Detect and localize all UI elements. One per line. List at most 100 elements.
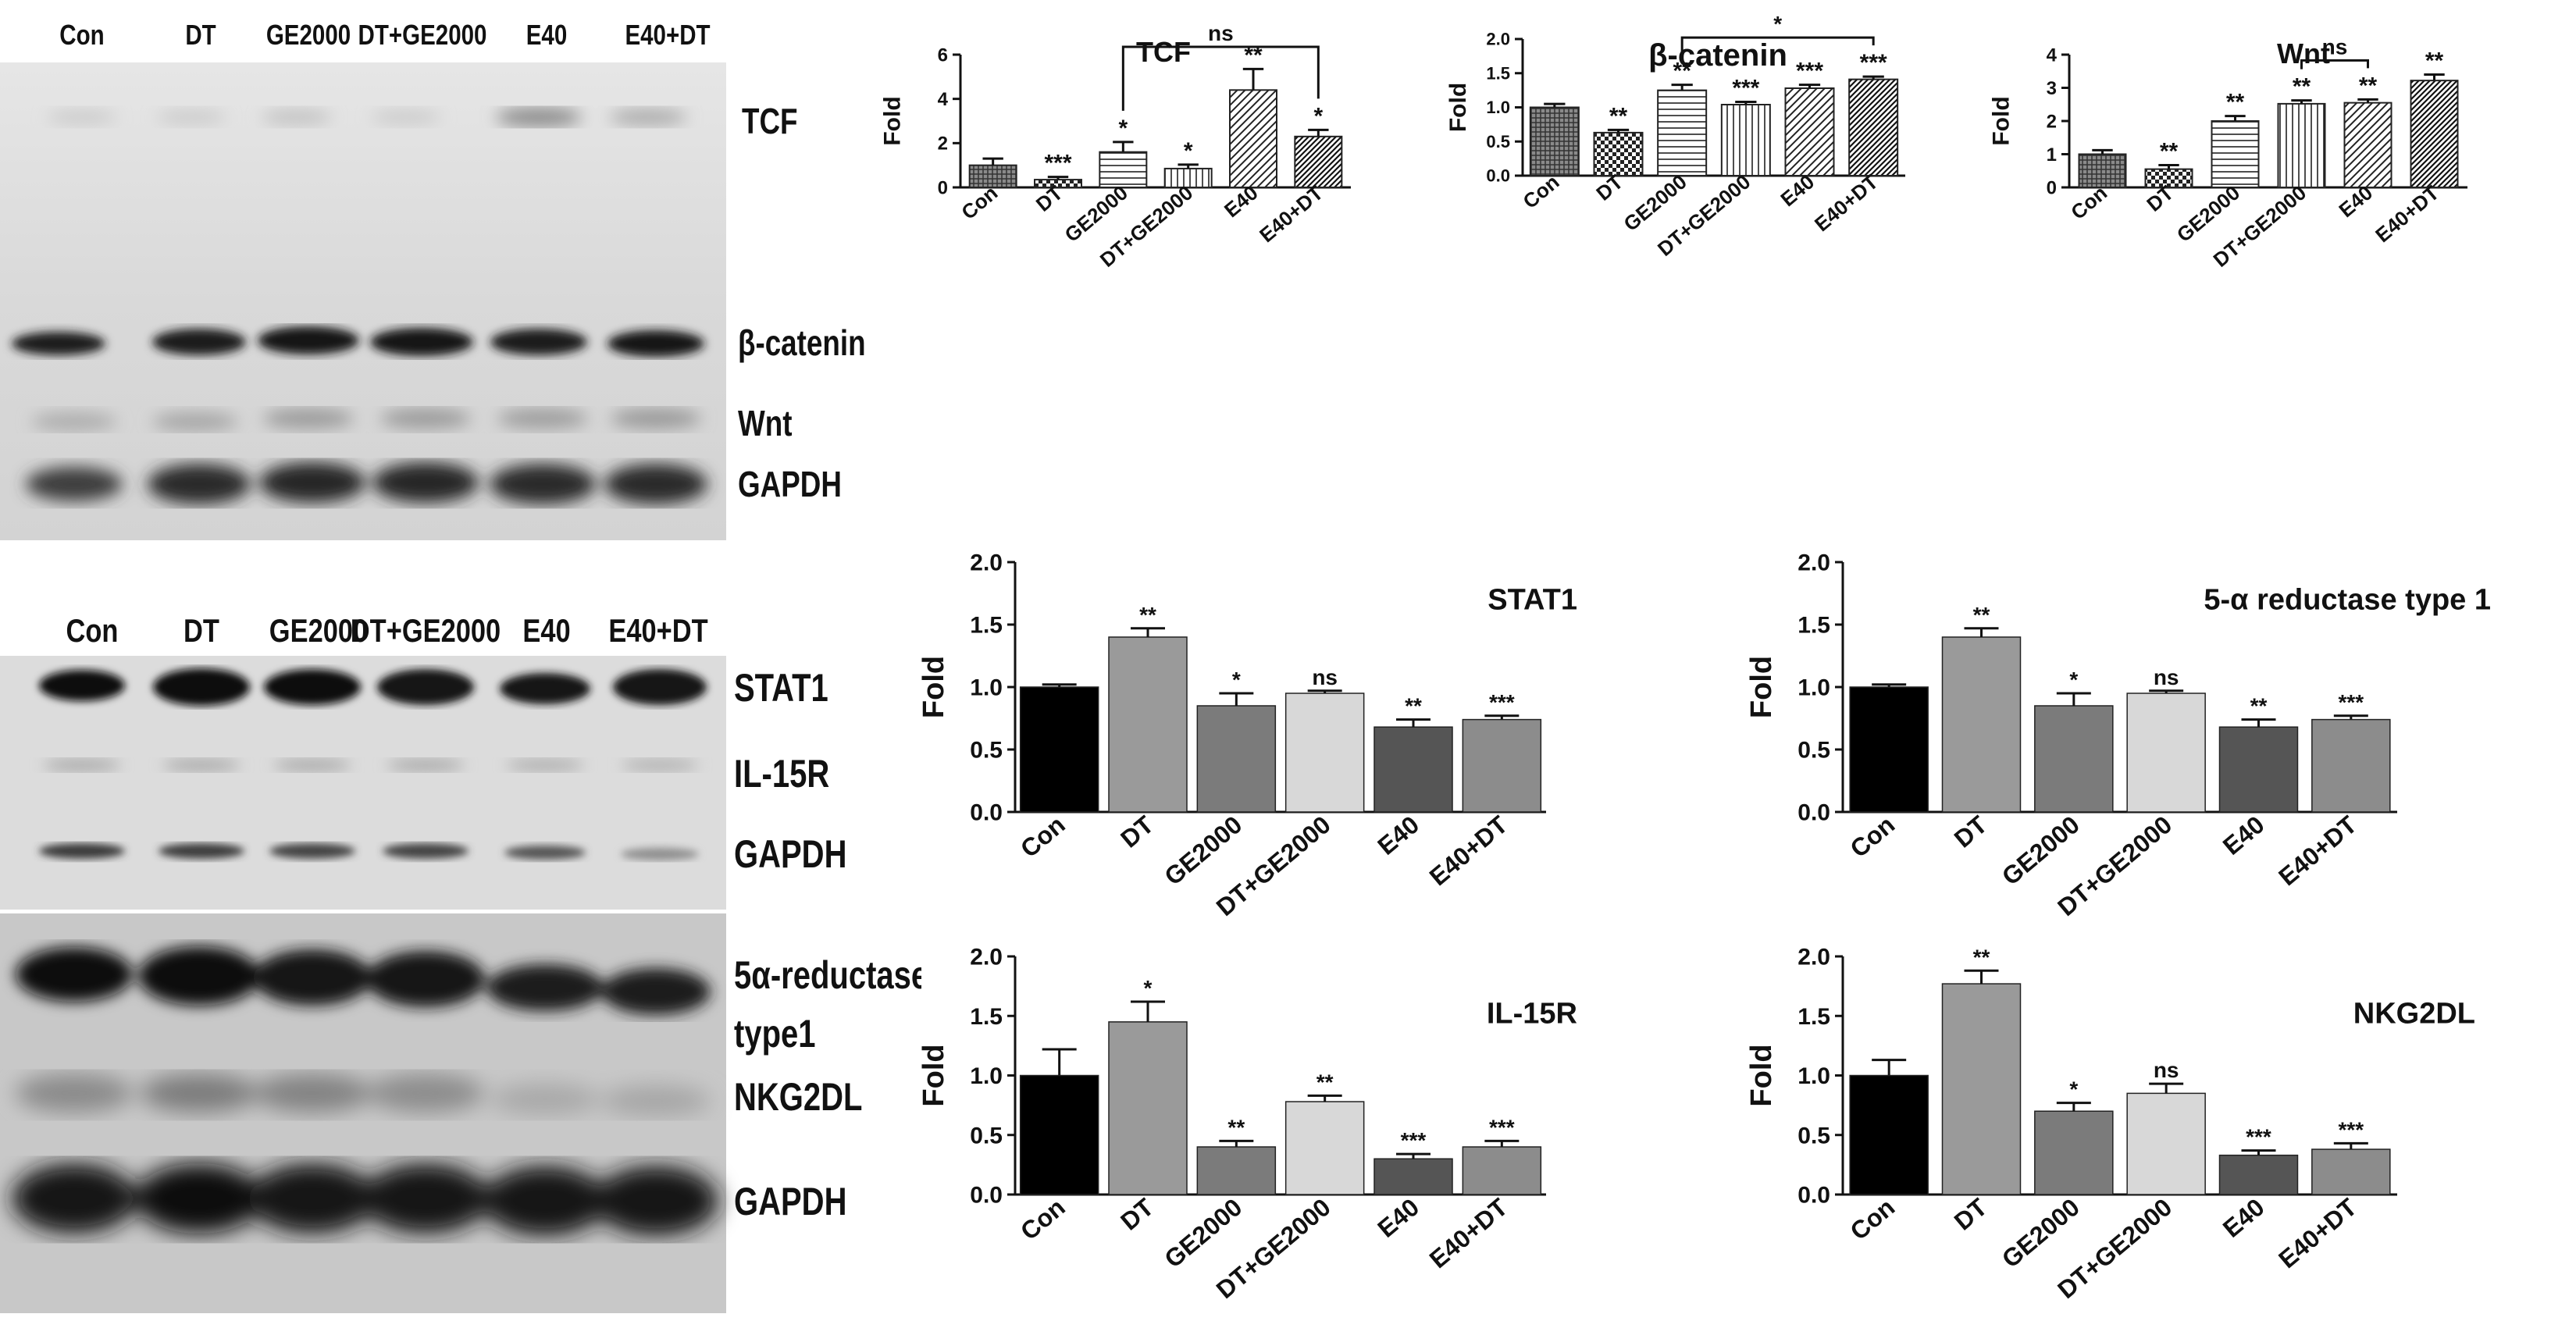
significance-mark: *	[1118, 116, 1128, 141]
blot-image-top	[0, 62, 726, 540]
significance-mark: *	[2069, 668, 2078, 692]
x-tick-label: Con	[1015, 1193, 1071, 1246]
y-tick-label: 0.5	[1486, 132, 1510, 151]
bar-e40-dt	[1848, 78, 1899, 176]
lane-label-e40-b: E40	[522, 612, 571, 649]
y-tick-label: 0.0	[970, 1183, 1003, 1209]
bar-e40-dt	[1294, 135, 1343, 188]
x-tick-label: GE2000	[1997, 1193, 2085, 1273]
y-tick-label: 2	[938, 134, 948, 155]
bar-dt	[1593, 131, 1644, 176]
significance-mark: ***	[2338, 1117, 2364, 1141]
significance-mark: ***	[1860, 50, 1887, 76]
significance-mark: **	[2425, 48, 2444, 74]
lane-label-con: Con	[59, 19, 105, 51]
lane-label-dt-ge2000: DT+GE2000	[358, 19, 487, 51]
y-tick-label: 1.5	[970, 1004, 1003, 1030]
bar-ge2000	[2034, 705, 2114, 813]
y-axis-label: Fold	[917, 1044, 950, 1106]
x-tick-label: Con	[1844, 1193, 1900, 1246]
y-tick-label: 0.0	[970, 800, 1003, 826]
comparison-bracket	[1121, 45, 1320, 111]
chart-title: TCF	[1136, 36, 1191, 68]
blot-image-bottom	[0, 656, 726, 1313]
chart-title: STAT1	[1488, 583, 1577, 616]
bar-dt-ge2000	[2126, 693, 2206, 813]
bar-e40	[1784, 87, 1835, 176]
x-tick-label: E40+DT	[1255, 181, 1327, 247]
x-tick-label: E40	[1372, 1193, 1424, 1243]
bar-dt	[1941, 636, 2022, 813]
blot-panel-bottom: Con DT GE2000 DT+GE2000 E40 E40+DT STAT1…	[0, 593, 921, 1321]
lane-label-con-b: Con	[66, 612, 119, 649]
bar-dt-ge2000	[1720, 104, 1771, 176]
significance-mark: **	[2293, 74, 2311, 100]
y-tick-label: 0	[938, 177, 948, 198]
y-tick-label: 2.0	[970, 550, 1003, 576]
x-tick-label: Con	[1015, 810, 1071, 863]
significance-mark: ***	[1044, 151, 1071, 176]
band-label-gapdh-bottom: GAPDH	[734, 1180, 847, 1223]
chart-title: Wnt	[2277, 37, 2330, 69]
y-tick-label: 2.0	[1486, 30, 1510, 49]
y-tick-label: 6	[938, 45, 948, 66]
x-tick-label: E40+DT	[1810, 170, 1883, 237]
significance-mark: ***	[2246, 1125, 2271, 1149]
bar-ge2000	[1657, 89, 1708, 176]
band-label-nkg2dl: NKG2DL	[734, 1075, 863, 1119]
band-label-beta-catenin: β-catenin	[738, 322, 866, 363]
band-label-wnt: Wnt	[738, 403, 793, 443]
bar-e40-dt	[1462, 718, 1542, 813]
lane-label-dt: DT	[185, 19, 216, 51]
x-tick-label: DT	[1949, 810, 1993, 853]
x-tick-label: Con	[1844, 810, 1900, 863]
chart-title: 5-α reductase type 1	[2204, 583, 2491, 616]
y-tick-label: 1.5	[1797, 613, 1830, 639]
x-tick-label: DT	[1115, 1192, 1159, 1235]
significance-mark: ns	[2154, 1058, 2179, 1082]
bar-dt-ge2000	[1163, 167, 1213, 189]
y-tick-label: 1.0	[970, 1063, 1003, 1089]
band-label-stat1: STAT1	[734, 666, 828, 710]
bar-e40	[1229, 89, 1277, 188]
x-tick-label: E40	[2218, 1193, 2270, 1243]
bracket-label: ns	[2322, 34, 2348, 59]
bar-e40	[1374, 1158, 1453, 1195]
y-tick-label: 4	[938, 89, 949, 110]
y-axis-label: Fold	[879, 96, 905, 145]
y-axis-label: Fold	[1988, 96, 2014, 145]
y-tick-label: 1.0	[1797, 675, 1830, 701]
comparison-bracket	[2300, 59, 2369, 69]
bar-con	[1529, 106, 1580, 176]
bracket-label: ns	[1208, 21, 1234, 45]
chart-tcf: TCF Fold 0 2 4 6 Con *** DT * GE2000 * DT+GE2000 ** E4…	[879, 21, 1452, 507]
y-axis-label: Fold	[1745, 656, 1778, 718]
significance-mark: ***	[1401, 1128, 1427, 1152]
y-tick-label: 2	[2047, 111, 2057, 132]
significance-mark: ***	[1489, 690, 1515, 714]
band-label-il15r: IL-15R	[734, 752, 830, 796]
lane-label-ge2000: GE2000	[265, 19, 351, 51]
bar-e40-dt	[1462, 1146, 1542, 1195]
significance-mark: *	[1144, 976, 1153, 1000]
band-label-type1: type1	[734, 1012, 816, 1056]
significance-mark: **	[1317, 1070, 1334, 1094]
y-axis-label: Fold	[917, 656, 950, 718]
significance-mark: ***	[1796, 59, 1823, 84]
significance-mark: ***	[1732, 76, 1759, 101]
significance-mark: ***	[1489, 1115, 1515, 1139]
x-tick-label: E40	[1372, 810, 1424, 860]
bar-con	[1849, 1074, 1929, 1195]
significance-mark: **	[2160, 139, 2179, 165]
lane-label-dt-ge2000-b: DT+GE2000	[350, 612, 501, 649]
y-tick-label: 1.5	[1797, 1004, 1830, 1030]
bar-dt-ge2000	[2126, 1092, 2206, 1195]
y-tick-label: 4	[2047, 45, 2058, 66]
bar-ge2000	[2034, 1110, 2114, 1195]
significance-mark: ***	[2338, 690, 2364, 714]
bar-dt	[1941, 983, 2022, 1195]
bar-ge2000	[2211, 120, 2260, 188]
band-label-tcf: TCF	[742, 101, 798, 141]
bar-con	[968, 164, 1017, 189]
bar-e40	[2218, 1154, 2299, 1195]
